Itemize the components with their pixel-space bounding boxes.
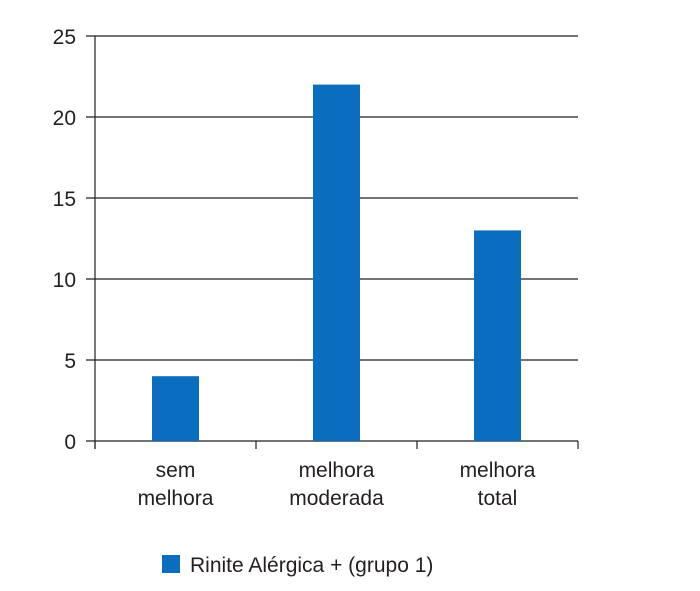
y-tick-label: 25 bbox=[53, 26, 76, 49]
y-tick-label: 10 bbox=[53, 269, 76, 292]
x-tick-label: sem melhora bbox=[138, 459, 214, 510]
y-tick-label: 20 bbox=[53, 107, 76, 130]
legend-swatch bbox=[162, 555, 180, 573]
x-tick-label: melhora total bbox=[460, 459, 536, 510]
y-tick-label: 15 bbox=[53, 188, 76, 211]
legend-label: Rinite Alérgica + (grupo 1) bbox=[190, 554, 433, 577]
bar bbox=[152, 376, 199, 441]
bar bbox=[313, 84, 360, 441]
y-tick-label: 0 bbox=[64, 431, 76, 454]
x-tick-label: melhora moderada bbox=[289, 459, 384, 510]
y-tick-label: 5 bbox=[64, 350, 76, 373]
bar bbox=[474, 230, 521, 441]
